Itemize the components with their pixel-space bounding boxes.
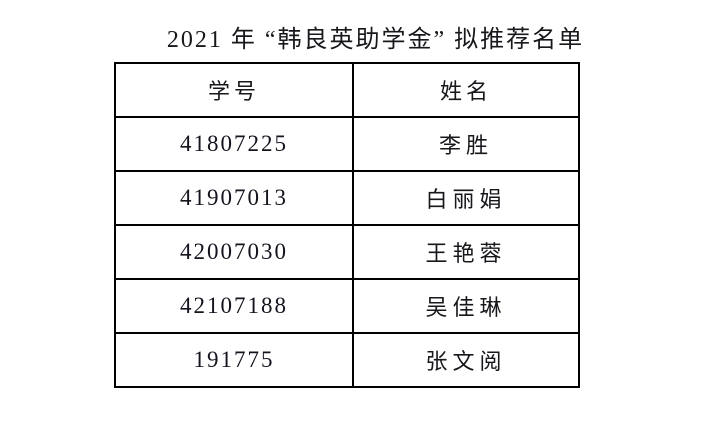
- scholarship-roster-table: 学号 姓名 41807225 李胜 41907013 白丽娟 42007030 …: [114, 62, 580, 388]
- student-id-cell: 41807225: [114, 116, 354, 172]
- student-name-cell: 张文阅: [352, 332, 580, 388]
- student-id-cell: 191775: [114, 332, 354, 388]
- table-row: 41907013 白丽娟: [114, 170, 580, 226]
- table-row: 191775 张文阅: [114, 332, 580, 388]
- student-id-cell: 42107188: [114, 278, 354, 334]
- table-row: 41807225 李胜: [114, 116, 580, 172]
- student-id-cell: 41907013: [114, 170, 354, 226]
- table-row: 42007030 王艳蓉: [114, 224, 580, 280]
- student-name-cell: 白丽娟: [352, 170, 580, 226]
- student-name-cell: 吴佳琳: [352, 278, 580, 334]
- column-header-student-id: 学号: [114, 62, 354, 118]
- column-header-name: 姓名: [352, 62, 580, 118]
- student-id-cell: 42007030: [114, 224, 354, 280]
- document-title: 2021 年 “韩良英助学金” 拟推荐名单: [166, 27, 585, 53]
- table-header-row: 学号 姓名: [114, 62, 580, 118]
- student-name-cell: 王艳蓉: [352, 224, 580, 280]
- table-row: 42107188 吴佳琳: [114, 278, 580, 334]
- student-name-cell: 李胜: [352, 116, 580, 172]
